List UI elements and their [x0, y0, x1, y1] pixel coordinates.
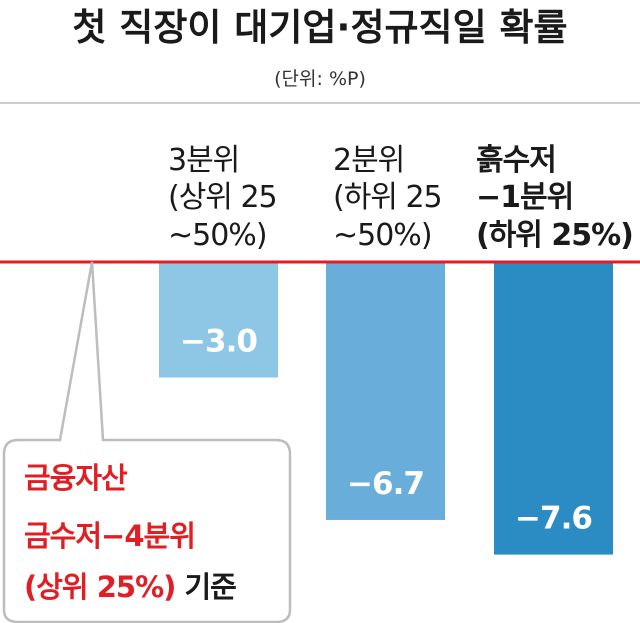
bar-value-label-3: −7.6 — [515, 501, 592, 537]
annotation-line3b: 기준 — [175, 570, 236, 604]
category-label-2-line-1: 2분위 — [333, 143, 404, 178]
annotation-line1: 금융자산 — [24, 461, 128, 495]
annotation-line3: (상위 25%) 기준 — [24, 570, 236, 604]
annotation-line2: 금수저−4분위 — [24, 519, 195, 553]
annotation-callout: 금융자산 금수저−4분위 (상위 25%) 기준 — [2, 261, 292, 623]
category-label-2-line-3: ~50%) — [333, 218, 432, 253]
chart-title: 첫 직장이 대기업·정규직일 확률 — [72, 6, 567, 49]
category-label-1-line-2: (상위 25 — [168, 180, 277, 215]
category-label-3-line-1: 흙수저 — [476, 143, 556, 178]
callout-box — [2, 261, 292, 623]
category-label-1-line-3: ~50%) — [168, 218, 267, 253]
bar-1 — [159, 262, 278, 378]
category-label-3-line-3: (하위 25%) — [476, 218, 633, 253]
category-label-3-line-2: −1분위 — [476, 180, 573, 215]
bar-value-label-2: −6.7 — [347, 466, 424, 502]
category-label-2-line-2: (하위 25 — [333, 180, 442, 215]
annotation-line3a: (상위 25%) — [24, 570, 175, 604]
bar-3 — [494, 262, 613, 555]
bar-2 — [326, 262, 445, 520]
bar-value-label-1: −3.0 — [180, 324, 257, 360]
category-label-1-line-1: 3분위 — [168, 143, 239, 178]
unit-label: (단위: %P) — [274, 68, 366, 90]
